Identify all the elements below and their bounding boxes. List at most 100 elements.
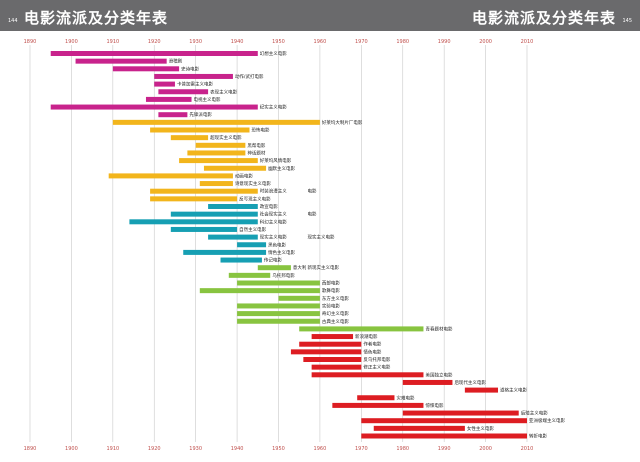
bar: [150, 196, 238, 202]
bar-label: 乌托邦电影: [272, 272, 295, 279]
x-tick-label-bottom: 1930: [189, 446, 202, 452]
bar: [373, 425, 465, 431]
bar-label: 现实主义电影: [260, 234, 287, 241]
bar-label: 情色电影: [363, 348, 381, 355]
bar-label: 黑帮电影: [247, 142, 265, 149]
bar: [464, 387, 499, 393]
bar-label: 女性主义电影: [467, 425, 494, 432]
bar-label: 作者电影: [363, 341, 381, 348]
bar: [170, 211, 258, 217]
left-page-title: 电影流派及分类年表: [24, 9, 169, 27]
bar: [199, 288, 320, 294]
bar: [154, 81, 175, 87]
bar-label: 转折电影: [529, 433, 547, 440]
bar-label: 反写现主义电影: [239, 195, 271, 202]
bar: [402, 410, 519, 416]
x-tick-label-top: 2000: [479, 39, 492, 45]
bar-label: 西部电影: [322, 280, 340, 287]
left-page-number: 144: [8, 18, 18, 24]
x-tick-label-top: 1990: [438, 39, 451, 45]
bar: [361, 418, 527, 424]
x-tick-label-bottom: 1940: [231, 446, 244, 452]
bar: [311, 364, 362, 370]
bar-label: 东方主义电影: [322, 295, 349, 302]
x-tick-label-bottom: 1980: [396, 446, 409, 452]
bar-label: 奇幻主义电影: [322, 310, 349, 317]
x-tick-label-bottom: 1970: [355, 446, 368, 452]
x-tick-label-top: 1900: [65, 39, 78, 45]
bar: [237, 242, 267, 248]
bar-label: 灾难电影: [396, 394, 414, 401]
bar-label: 反乌托邦电影: [363, 356, 390, 363]
bar-label: 先锋派电影: [189, 111, 212, 118]
right-page-number: 145: [622, 18, 632, 24]
bar-label: 传记电影: [264, 257, 282, 264]
bar: [129, 219, 258, 225]
bar: [303, 357, 362, 362]
bar: [237, 318, 320, 324]
bar-label: 好莱坞风情电影: [260, 157, 292, 164]
bar-label: 后殖主义电影: [521, 410, 548, 417]
bar: [75, 58, 167, 64]
x-tick-label-bottom: 1950: [272, 446, 285, 452]
bar: [299, 341, 362, 347]
bar-label: 表现主义电影: [210, 88, 237, 95]
bar-label: 情色主义电影: [268, 249, 295, 256]
bar-label: 好莱坞大制片厂电影: [322, 119, 363, 126]
x-tick-label-top: 1980: [396, 39, 409, 45]
bar: [150, 188, 258, 194]
x-tick-label-top: 1960: [314, 39, 327, 45]
bar: [278, 295, 320, 301]
bar: [112, 119, 320, 125]
bar-label: 电视主义电影: [194, 96, 221, 103]
bar: [158, 112, 188, 118]
bar: [257, 265, 291, 271]
x-tick-label-top: 1920: [148, 39, 161, 45]
bar: [237, 280, 320, 286]
x-tick-label-bottom: 2000: [479, 446, 492, 452]
bar-label: 诗意现实主义电影: [235, 180, 271, 187]
bar: [199, 181, 233, 187]
bar-label: 时装浪漫主义: [260, 188, 287, 195]
bar-label: 卡普加雷主义电影: [177, 81, 213, 88]
bar-label: 实验电影: [322, 302, 340, 309]
x-tick-label-bottom: 1960: [314, 446, 327, 452]
bar-label: 史诗电影: [181, 65, 199, 72]
bar-label: 自然主义电影: [239, 226, 266, 233]
bar-label: 纪实主义电影: [260, 104, 287, 111]
bar-label: 幻想主义电影: [260, 50, 287, 57]
bar: [50, 51, 258, 56]
x-tick-label-bottom: 1920: [148, 446, 161, 452]
bar: [357, 395, 395, 401]
bar-label: 新浪潮电影: [355, 333, 378, 340]
bar-note: 现实主义电影: [307, 234, 334, 241]
bar: [170, 135, 209, 141]
bar-label: 政宣电影: [260, 203, 278, 210]
bar: [311, 372, 424, 378]
bar: [203, 165, 267, 171]
bar-label: 歌舞电影: [322, 287, 340, 294]
bar: [332, 402, 424, 408]
right-page-title: 电影流派及分类年表: [471, 9, 616, 27]
bar-label: 滑稽剧: [169, 58, 183, 65]
bar: [145, 96, 192, 102]
x-tick-label-top: 1930: [189, 39, 202, 45]
x-tick-label-top: 1910: [106, 39, 119, 45]
bar: [237, 303, 320, 309]
bar: [311, 334, 354, 340]
bar-label: 美国独立电影: [425, 371, 452, 378]
bar-label: 亚洲极端主义电影: [529, 417, 565, 424]
bar-label: 恐怖电影: [252, 127, 270, 134]
x-tick-label-top: 1970: [355, 39, 368, 45]
bar: [290, 349, 362, 355]
bar: [154, 73, 233, 79]
bar-note: 电影: [307, 188, 316, 195]
bar-label: 修正主义电影: [363, 364, 390, 371]
bar: [208, 204, 258, 209]
bar: [220, 257, 262, 263]
x-tick-label-bottom: 1890: [24, 446, 37, 452]
bar: [183, 249, 267, 255]
bar: [150, 127, 250, 133]
